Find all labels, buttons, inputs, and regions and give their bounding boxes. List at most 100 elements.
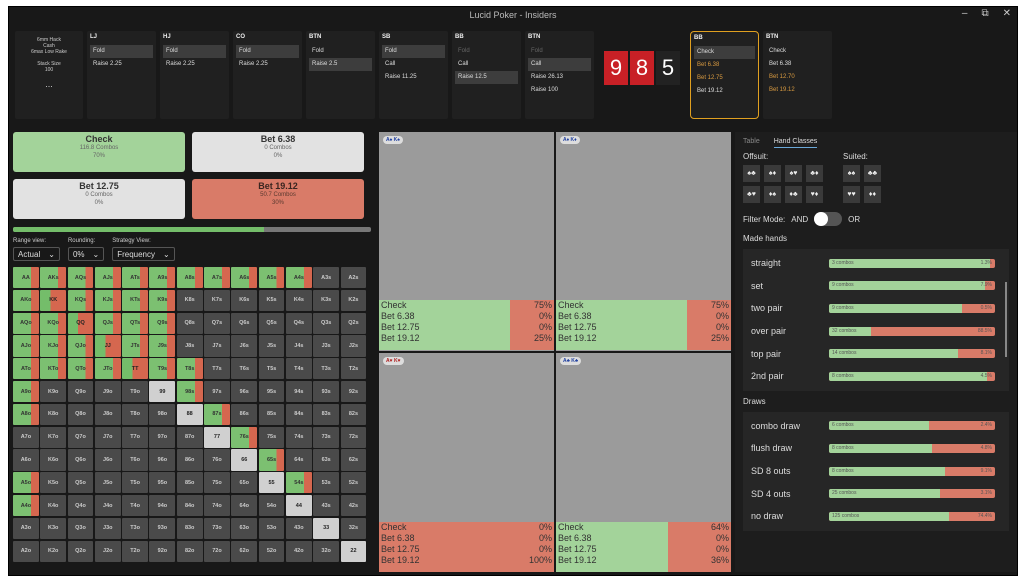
combo-quadrant[interactable]: A♣ K♣ Check 64% Bet 6.38 0% Bet 12.75 0% Bet 19… — [556, 353, 731, 572]
hand-cell[interactable]: KJs — [94, 289, 121, 312]
hand-cell[interactable]: J6s — [231, 335, 258, 357]
action-option[interactable]: Raise 100 — [531, 87, 559, 93]
hand-cell[interactable]: Q7o — [67, 426, 94, 448]
hand-cell[interactable]: Q4o — [67, 494, 94, 517]
action-option[interactable]: Fold — [531, 48, 543, 54]
hand-cell[interactable]: 52o — [258, 540, 285, 562]
hand-cell[interactable]: Q8o — [67, 403, 94, 426]
hand-cell[interactable]: A8o — [13, 403, 39, 426]
action-option[interactable]: Fold — [163, 45, 226, 58]
action-option[interactable]: Raise 11.25 — [385, 74, 417, 80]
hand-class-row[interactable]: SD 8 outs 8 combos 9.1% — [743, 460, 1009, 483]
suit-filter-button[interactable]: ♠♣ — [743, 165, 760, 182]
hand-cell[interactable]: K7o — [40, 426, 67, 448]
hand-cell[interactable]: 92o — [149, 540, 176, 562]
hand-cell[interactable]: 96s — [231, 380, 258, 403]
hand-cell[interactable]: J8s — [176, 335, 203, 357]
hand-cell[interactable]: 43o — [285, 517, 312, 540]
hand-cell[interactable]: Q3s — [313, 312, 340, 334]
tab-table[interactable]: Table — [743, 138, 760, 145]
hand-cell[interactable]: ATo — [13, 358, 39, 380]
hand-cell[interactable]: T7o — [122, 426, 148, 448]
hand-cell[interactable]: K5s — [258, 289, 285, 312]
hand-cell[interactable]: 86s — [231, 403, 258, 426]
hand-cell[interactable]: Q9o — [67, 380, 94, 403]
hand-class-row[interactable]: set 9 combos 7.9% — [743, 275, 1009, 298]
combo-quadrant[interactable]: A♦ K♦ Check 75% Bet 6.38 0% Bet 12.75 0% Bet 19… — [556, 132, 731, 351]
hand-cell[interactable]: J9o — [94, 380, 121, 403]
hand-cell[interactable]: KQo — [40, 312, 67, 334]
hand-cell[interactable]: J5o — [94, 472, 121, 494]
hand-class-row[interactable]: straight 3 combos 1.3% — [743, 252, 1009, 275]
suit-filter-button[interactable]: ♥♦ — [806, 186, 823, 203]
hand-cell[interactable]: A5o — [13, 472, 39, 494]
action-option[interactable]: Raise 2.5 — [309, 58, 372, 71]
action-option[interactable]: Fold — [312, 48, 324, 54]
hand-cell[interactable]: T4o — [122, 494, 148, 517]
position-column[interactable]: HJ Fold Raise 2.25 — [160, 31, 229, 119]
hand-cell[interactable]: 74o — [204, 494, 230, 517]
hand-cell[interactable]: T2o — [122, 540, 148, 562]
action-option[interactable]: Bet 12.75 — [697, 75, 723, 81]
hand-cell[interactable]: K8s — [176, 289, 203, 312]
hand-cell[interactable]: AKs — [40, 267, 67, 289]
hand-cell[interactable]: 44 — [285, 494, 312, 517]
hand-cell[interactable]: 82s — [340, 403, 367, 426]
hand-cell[interactable]: T7s — [204, 358, 230, 380]
hand-cell[interactable]: T5s — [258, 358, 285, 380]
hand-cell[interactable]: 94o — [149, 494, 176, 517]
action-option[interactable]: Bet 12.70 — [769, 74, 795, 80]
hand-cell[interactable]: A9s — [149, 267, 176, 289]
action-option[interactable]: Bet 6.38 — [769, 61, 792, 67]
maximize-icon[interactable]: ⧉ — [981, 8, 989, 19]
hand-cell[interactable]: 86o — [176, 449, 203, 471]
hand-cell[interactable]: Q6s — [231, 312, 258, 334]
hand-cell[interactable]: AJs — [94, 267, 121, 289]
hand-cell[interactable]: 85o — [176, 472, 203, 494]
action-option[interactable]: Fold — [382, 45, 445, 58]
hand-cell[interactable]: 83s — [313, 403, 340, 426]
hand-cell[interactable]: KK — [40, 289, 67, 312]
filter-mode-toggle[interactable] — [814, 212, 843, 226]
action-option[interactable]: Fold — [236, 45, 299, 58]
action-option[interactable]: Raise 2.25 — [239, 61, 268, 67]
close-icon[interactable]: ✕ — [1002, 8, 1011, 19]
hand-cell[interactable]: T3o — [122, 517, 148, 540]
hand-cell[interactable]: 98o — [149, 403, 176, 426]
suit-filter-button[interactable]: ♣♥ — [743, 186, 760, 203]
hand-class-row[interactable]: top pair 14 combos 8.1% — [743, 342, 1009, 365]
hand-cell[interactable]: 42s — [340, 494, 367, 517]
hand-cell[interactable]: 55 — [258, 472, 285, 494]
hand-cell[interactable]: Q7s — [204, 312, 230, 334]
hand-cell[interactable]: A7s — [204, 267, 230, 289]
hand-cell[interactable]: 76s — [231, 426, 258, 448]
hand-cell[interactable]: 83o — [176, 517, 203, 540]
hand-cell[interactable]: A7o — [13, 426, 39, 448]
hand-cell[interactable]: 84o — [176, 494, 203, 517]
hand-cell[interactable]: A6s — [231, 267, 258, 289]
hand-cell[interactable]: K3s — [313, 289, 340, 312]
hand-cell[interactable]: Q2s — [340, 312, 367, 334]
hand-cell[interactable]: 97o — [149, 426, 176, 448]
hand-class-row[interactable]: two pair 9 combos 0.5% — [743, 297, 1009, 320]
hand-cell[interactable]: AA — [13, 267, 39, 289]
hand-cell[interactable]: 87s — [204, 403, 230, 426]
hand-cell[interactable]: A4o — [13, 494, 39, 517]
hand-cell[interactable]: Q5o — [67, 472, 94, 494]
hand-cell[interactable]: T9o — [122, 380, 148, 403]
hand-cell[interactable]: KQs — [67, 289, 94, 312]
game-info-panel[interactable]: 6mm Hack Cash 6max Low Rake Stack Size 1… — [15, 31, 83, 119]
hand-cell[interactable]: 65s — [258, 449, 285, 471]
hand-cell[interactable]: 93s — [313, 380, 340, 403]
hand-cell[interactable]: 94s — [285, 380, 312, 403]
action-option[interactable]: Raise 2.25 — [93, 61, 122, 67]
hand-cell[interactable]: JTo — [94, 358, 121, 380]
action-option[interactable]: Fold — [90, 45, 153, 58]
hand-cell[interactable]: 97s — [204, 380, 230, 403]
hand-cell[interactable]: T5o — [122, 472, 148, 494]
suit-filter-button[interactable]: ♥♥ — [843, 186, 860, 203]
action-option[interactable]: Call — [385, 61, 396, 67]
hand-cell[interactable]: QTo — [67, 358, 94, 380]
hand-cell[interactable]: 53s — [313, 472, 340, 494]
hand-cell[interactable]: 93o — [149, 517, 176, 540]
